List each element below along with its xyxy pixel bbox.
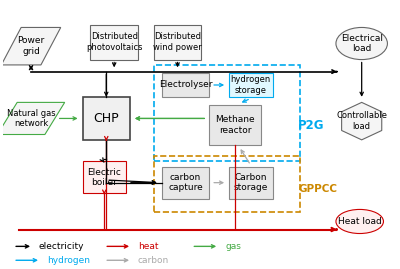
Ellipse shape xyxy=(336,27,388,59)
Bar xyxy=(162,73,209,97)
Text: Natural gas
network: Natural gas network xyxy=(7,109,55,128)
Ellipse shape xyxy=(336,210,384,233)
Bar xyxy=(229,73,272,97)
Text: Electrical
load: Electrical load xyxy=(341,34,383,53)
Text: Controllable
load: Controllable load xyxy=(336,111,387,131)
Text: GPPCC: GPPCC xyxy=(298,184,337,194)
Bar xyxy=(154,65,300,161)
Bar xyxy=(90,25,138,59)
Polygon shape xyxy=(0,102,65,134)
Text: Methane
reactor: Methane reactor xyxy=(215,115,255,135)
Text: hydrogen: hydrogen xyxy=(47,256,90,265)
Text: carbon: carbon xyxy=(138,256,169,265)
Bar xyxy=(154,156,300,212)
Text: carbon
capture: carbon capture xyxy=(168,173,203,192)
Text: Power
grid: Power grid xyxy=(18,37,45,56)
Text: hydrogen
storage: hydrogen storage xyxy=(231,75,271,95)
Bar xyxy=(154,25,201,59)
Text: CHP: CHP xyxy=(94,112,119,125)
Text: Distributed
photovoltaics: Distributed photovoltaics xyxy=(86,33,142,52)
Text: Electric
boiler: Electric boiler xyxy=(87,168,121,187)
Text: gas: gas xyxy=(225,242,241,251)
Text: P2G: P2G xyxy=(298,119,325,132)
Bar xyxy=(82,97,130,140)
Text: Electrolyser: Electrolyser xyxy=(159,80,212,90)
Bar xyxy=(162,167,209,199)
Text: Carbon
storage: Carbon storage xyxy=(234,173,268,192)
Text: heat: heat xyxy=(138,242,158,251)
Text: electricity: electricity xyxy=(39,242,84,251)
Bar xyxy=(229,167,272,199)
Text: Distributed
wind power: Distributed wind power xyxy=(153,33,202,52)
Bar xyxy=(209,105,261,145)
Polygon shape xyxy=(342,102,382,140)
Bar xyxy=(82,161,126,193)
Text: Heat load: Heat load xyxy=(338,217,382,226)
Polygon shape xyxy=(1,27,61,65)
